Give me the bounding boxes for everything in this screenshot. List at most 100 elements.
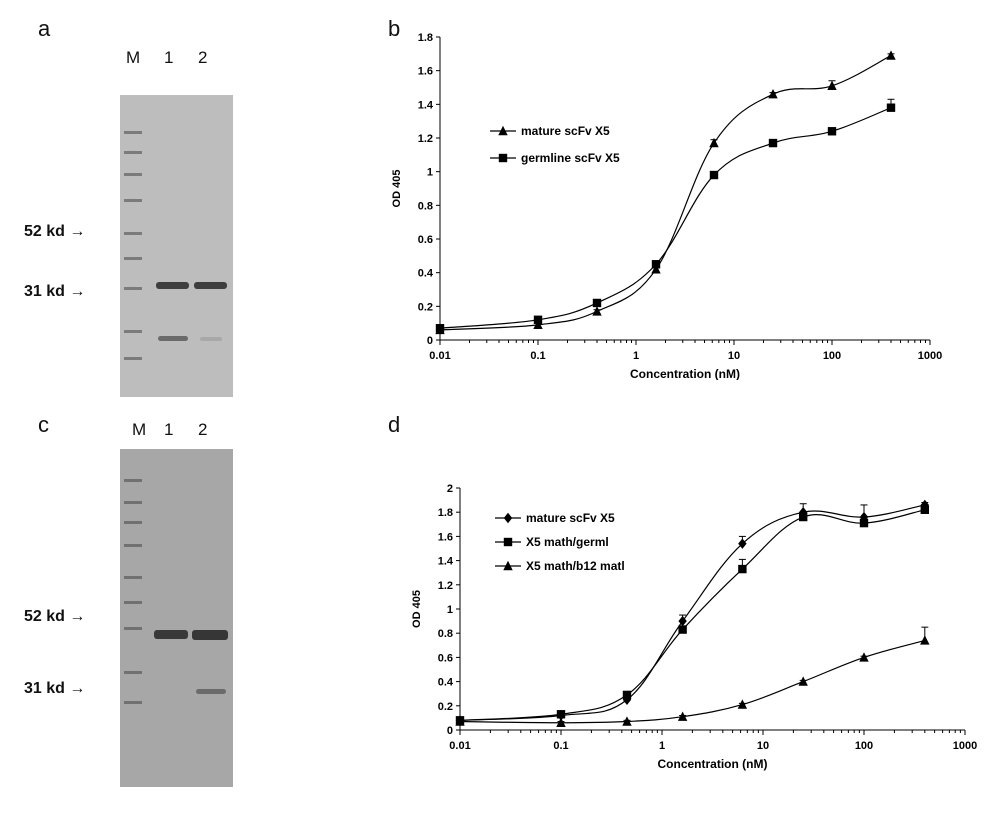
data-point [920,635,930,645]
ladder-band [124,671,142,674]
data-point [798,676,808,686]
ladder-band [124,173,142,176]
x-tick-label: 1000 [953,740,977,752]
y-tick-label: 1.6 [438,531,453,543]
data-point [651,260,661,269]
data-point [533,319,543,330]
gel-image-c [120,449,233,787]
ladder-band [124,330,142,333]
ladder-band [124,131,142,134]
y-tick-label: 0.8 [418,200,433,212]
data-point [737,699,748,709]
lane-label-m: M [132,420,147,439]
data-point [455,716,465,726]
y-tick-label: 1 [427,167,433,179]
y-tick-label: 0.2 [438,701,453,713]
legend-marker [503,512,513,524]
data-point [709,170,719,180]
ladder-band [124,544,142,547]
x-tick-label: 0.1 [530,350,545,362]
y-tick-label: 0 [427,335,433,347]
chart-d: 0 0.2 0.4 0.6 0.8 1 1.2 1.4 1.6 1.8 2 0.01 0.1 1 10 100… [411,483,977,771]
x-tick-label: 0.01 [429,350,450,362]
data-point [556,717,566,727]
x-tick-label: 1000 [918,350,942,362]
marker-label-31kd: 31 kd → [24,283,86,300]
arrow-right-icon: → [69,608,86,625]
data-point [592,306,602,316]
y-tick-label: 1.8 [418,32,433,44]
y-tick-label: 0.2 [418,301,433,313]
data-point [678,625,687,634]
y-tick-label: 1.6 [418,66,433,78]
data-point [859,518,869,528]
x-tick-label: 10 [757,740,769,752]
data-point [798,512,808,522]
legend-label: X5 math/b12 matl [526,559,625,573]
y-tick-label: 0.6 [438,652,453,664]
y-tick-label: 1.8 [438,507,453,519]
x-axis-title: Concentration (nM) [630,367,740,380]
legend-marker [503,560,513,571]
gel-image-a [120,95,233,397]
y-tick-label: 2 [447,483,453,495]
data-point [677,711,688,721]
data-point [920,505,930,514]
legend-marker [498,125,508,136]
x-tick-label: 1 [633,350,639,362]
data-point [827,127,837,136]
data-point [738,564,747,574]
data-point [556,710,566,719]
arrow-right-icon: → [69,680,86,697]
marker-label-52kd: 52 kd → [24,223,86,240]
y-tick-label: 0.8 [438,628,453,640]
chart-b: 0 0.2 0.4 0.6 0.8 1 1.2 1.4 1.6 1.8 0.01 0.1 1 10 100 1… [391,32,942,380]
data-point [592,298,602,308]
x-tick-label: 0.1 [553,740,568,752]
marker-label-31kd: 31 kd → [24,680,86,697]
gel-band-lane-1-low [158,336,188,341]
y-tick-label: 0.6 [418,234,433,246]
data-point [827,80,837,91]
panel-label-a: a [38,16,51,41]
ladder-band [124,501,142,504]
legend-marker [503,537,513,547]
legend-label: X5 math/germl [526,535,609,549]
ladder-band [124,479,142,482]
data-point [435,324,445,333]
ladder-band [124,701,142,704]
gel-band-lane-1 [154,630,188,639]
gel-band-lane-1 [156,282,189,289]
arrow-right-icon: → [69,283,86,300]
marker-label-52kd: 52 kd → [24,608,86,625]
lane-label-1: 1 [164,48,174,67]
gel-band-lane-2 [194,282,227,289]
x-tick-label: 1 [659,740,665,752]
panel-label-b: b [388,16,401,41]
x-axis-title: Concentration (nM) [658,757,768,771]
lane-label-1: 1 [164,420,174,439]
ladder-band [124,232,142,235]
data-point [859,652,869,662]
x-tick-label: 10 [728,350,740,362]
data-point [533,315,543,324]
data-point [768,138,778,148]
ladder-band [124,287,142,290]
y-tick-label: 0.4 [438,677,454,689]
data-point [768,89,778,99]
ladder-band [124,199,142,202]
data-point [920,499,930,511]
gel-band-lane-2-low [200,337,222,341]
data-point [709,137,719,148]
series-line [459,639,925,724]
lane-label-2: 2 [198,420,208,439]
ladder-band [124,357,142,360]
arrow-right-icon: → [69,223,86,240]
lane-label-m: M [126,48,141,67]
y-tick-label: 1.2 [438,580,453,592]
data-point [622,690,632,700]
y-tick-label: 1.2 [418,133,433,145]
data-point [622,716,632,726]
series-line [439,107,892,329]
legend-label: mature scFv X5 [526,511,615,525]
